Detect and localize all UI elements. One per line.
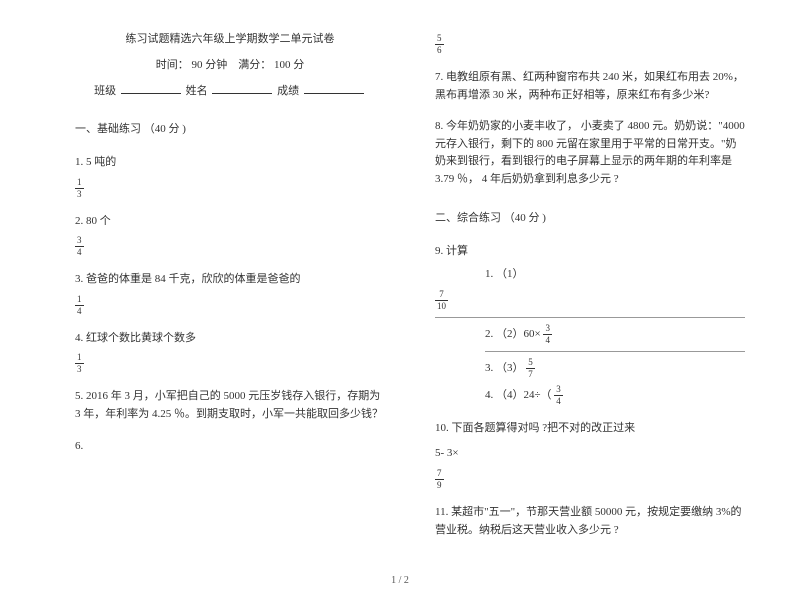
q9-s2-label: 2. （2）60× xyxy=(485,328,541,340)
q6-frac-num: 5 xyxy=(435,34,444,45)
q7: 7. 电教组原有黑、红两种窗帘布共 240 米，如果红布用去 20%，黑布再增添… xyxy=(435,69,745,104)
q9-s4-label: 4. （4）24÷（ xyxy=(485,389,552,401)
full-label: 满分： xyxy=(238,59,271,71)
section-1-heading: 一、基础练习 （40 分 ) xyxy=(75,120,385,136)
q2-frac-num: 3 xyxy=(75,236,84,247)
q1-text: 1. 5 吨的 xyxy=(75,154,385,172)
class-label: 班级 xyxy=(94,85,116,97)
q9-s2-fraction: 3 4 xyxy=(543,324,552,345)
q9-s1-frac-num: 7 xyxy=(435,290,448,301)
q3-text: 3. 爸爸的体重是 84 千克，欣欣的体重是爸爸的 xyxy=(75,271,385,289)
q2: 2. 80 个 3 4 xyxy=(75,213,385,258)
exam-title: 练习试题精选六年级上学期数学二单元试卷 xyxy=(75,30,385,46)
q3: 3. 爸爸的体重是 84 千克，欣欣的体重是爸爸的 1 4 xyxy=(75,271,385,316)
name-blank[interactable] xyxy=(212,93,272,94)
q4-fraction: 1 3 xyxy=(75,353,84,374)
student-blanks: 班级 姓名 成绩 xyxy=(75,82,385,98)
q6-frac-den: 6 xyxy=(435,45,444,55)
q5-text: 5. 2016 年 3 月，小军把自己的 5000 元压岁钱存入银行，存期为3 … xyxy=(75,388,385,423)
divider-1 xyxy=(435,317,745,318)
q10: 10. 下面各题算得对吗 ?把不对的改正过来 5- 3× 7 9 xyxy=(435,420,745,490)
class-blank[interactable] xyxy=(121,93,181,94)
q4: 4. 红球个数比黄球个数多 1 3 xyxy=(75,330,385,375)
q9-label: 9. 计算 xyxy=(435,243,745,261)
q9-s1-frac-den: 10 xyxy=(435,301,448,311)
q9-s3-fraction: 5 7 xyxy=(526,358,535,379)
q3-frac-num: 1 xyxy=(75,295,84,306)
q9-s1-fraction: 7 10 xyxy=(435,290,448,311)
q1-frac-num: 1 xyxy=(75,178,84,189)
q8-text: 8. 今年奶奶家的小麦丰收了， 小麦卖了 4800 元。奶奶说："4000 元存… xyxy=(435,118,745,188)
right-column: 5 6 7. 电教组原有黑、红两种窗帘布共 240 米，如果红布用去 20%，黑… xyxy=(410,30,760,572)
q9-s4-frac-num: 3 xyxy=(554,385,563,396)
q9-s3: 3. （3） 5 7 xyxy=(485,358,745,379)
q9-s2-frac-den: 4 xyxy=(543,335,552,345)
q3-frac-den: 4 xyxy=(75,306,84,316)
full-value: 100 分 xyxy=(274,59,304,71)
q6-fraction: 5 6 xyxy=(435,34,444,55)
q1: 1. 5 吨的 1 3 xyxy=(75,154,385,199)
q9-sublist: 1. （1） xyxy=(485,266,745,284)
q7-text: 7. 电教组原有黑、红两种窗帘布共 240 米，如果红布用去 20%，黑布再增添… xyxy=(435,69,745,104)
q9-s3-label: 3. （3） xyxy=(485,362,524,374)
q4-text: 4. 红球个数比黄球个数多 xyxy=(75,330,385,348)
q9-s3-frac-num: 5 xyxy=(526,358,535,369)
q2-fraction: 3 4 xyxy=(75,236,84,257)
q10-label: 10. 下面各题算得对吗 ?把不对的改正过来 xyxy=(435,420,745,438)
page-number: 1 / 2 xyxy=(391,575,409,586)
q1-fraction: 1 3 xyxy=(75,178,84,199)
q9-s2-frac-num: 3 xyxy=(543,324,552,335)
q9-sublist2: 2. （2）60× 3 4 3. （3） 5 7 4. （4）24÷（ xyxy=(485,324,745,406)
q9-s4-frac-den: 4 xyxy=(554,396,563,406)
q4-frac-num: 1 xyxy=(75,353,84,364)
q9-s4-fraction: 3 4 xyxy=(554,385,563,406)
q9-s1: 1. （1） xyxy=(485,266,745,284)
q2-text: 2. 80 个 xyxy=(75,213,385,231)
q11-text: 11. 某超市"五一"，节那天营业额 50000 元，按规定要缴纳 3%的营业税… xyxy=(435,504,745,539)
q6: 6. xyxy=(75,438,385,456)
q6-text: 6. xyxy=(75,438,385,456)
q10-expr: 5- 3× xyxy=(435,445,745,463)
q3-fraction: 1 4 xyxy=(75,295,84,316)
time-label: 时间： xyxy=(156,59,189,71)
q10-fraction: 7 9 xyxy=(435,469,444,490)
section-2-heading: 二、综合练习 （40 分 ) xyxy=(435,209,745,225)
q9: 9. 计算 1. （1） 7 10 2. （2）60× 3 4 xyxy=(435,243,745,406)
q2-frac-den: 4 xyxy=(75,247,84,257)
time-value: 90 分钟 xyxy=(192,59,228,71)
exam-page: 练习试题精选六年级上学期数学二单元试卷 时间： 90 分钟 满分： 100 分 … xyxy=(0,0,800,592)
q9-s3-frac-den: 7 xyxy=(526,369,535,379)
score-blank[interactable] xyxy=(304,93,364,94)
q8: 8. 今年奶奶家的小麦丰收了， 小麦卖了 4800 元。奶奶说："4000 元存… xyxy=(435,118,745,188)
q11: 11. 某超市"五一"，节那天营业额 50000 元，按规定要缴纳 3%的营业税… xyxy=(435,504,745,539)
q10-expr-pre: 5- 3× xyxy=(435,447,459,459)
q9-s2: 2. （2）60× 3 4 xyxy=(485,324,745,345)
q10-frac-num: 7 xyxy=(435,469,444,480)
score-label: 成绩 xyxy=(277,85,299,97)
exam-info: 时间： 90 分钟 满分： 100 分 xyxy=(75,56,385,72)
left-column: 练习试题精选六年级上学期数学二单元试卷 时间： 90 分钟 满分： 100 分 … xyxy=(60,30,410,572)
q9-s1-label: 1. （1） xyxy=(485,268,524,280)
q1-frac-den: 3 xyxy=(75,189,84,199)
q5: 5. 2016 年 3 月，小军把自己的 5000 元压岁钱存入银行，存期为3 … xyxy=(75,388,385,423)
q10-frac-den: 9 xyxy=(435,480,444,490)
q4-frac-den: 3 xyxy=(75,364,84,374)
name-label: 姓名 xyxy=(186,85,208,97)
divider-2 xyxy=(485,351,745,352)
q9-s4: 4. （4）24÷（ 3 4 xyxy=(485,385,745,406)
